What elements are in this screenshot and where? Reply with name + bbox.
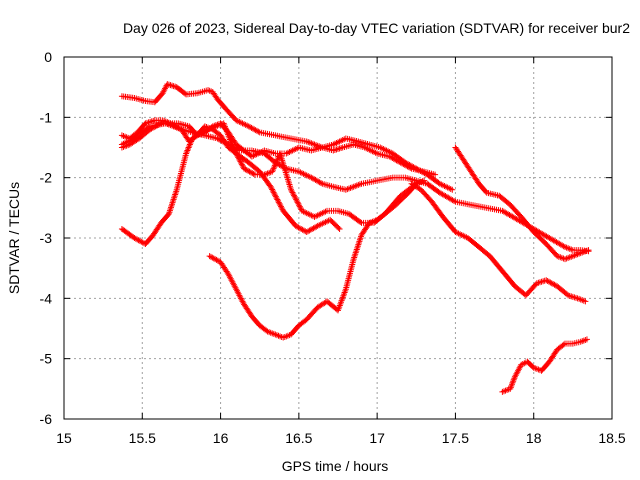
data-point — [270, 189, 277, 196]
data-point — [272, 193, 279, 200]
data-point — [521, 360, 528, 367]
y-tick-label: -6 — [40, 411, 53, 427]
data-point — [156, 121, 163, 128]
data-point — [451, 197, 458, 204]
data-point — [269, 186, 276, 193]
y-tick-label: -4 — [40, 290, 53, 306]
data-point — [169, 82, 176, 89]
x-tick-label: 15.5 — [129, 430, 156, 446]
data-point — [288, 186, 295, 193]
data-point — [560, 243, 567, 250]
data-point — [277, 203, 284, 210]
y-tick-label: -1 — [40, 109, 53, 125]
data-point — [206, 87, 213, 94]
y-axis-label: SDTVAR / TECUs — [6, 182, 22, 294]
data-point — [269, 187, 276, 194]
data-point — [150, 117, 157, 124]
data-point — [338, 145, 345, 152]
data-point — [230, 145, 237, 152]
x-tick-label: 16.5 — [285, 430, 312, 446]
data-point — [230, 144, 237, 151]
data-point — [237, 158, 244, 165]
data-point — [331, 147, 338, 154]
data-point — [317, 179, 324, 186]
data-point — [238, 159, 245, 166]
data-point — [569, 293, 576, 300]
data-point — [291, 193, 298, 200]
data-point — [235, 154, 242, 161]
data-point — [583, 336, 590, 343]
y-tick-label: -5 — [40, 351, 53, 367]
data-point — [255, 128, 262, 135]
data-point — [273, 195, 280, 202]
data-point — [449, 186, 456, 193]
data-point — [333, 146, 340, 153]
data-point — [296, 202, 303, 209]
data-marks — [118, 81, 592, 395]
x-tick-label: 15 — [56, 430, 72, 446]
y-tick-label: -3 — [40, 230, 53, 246]
data-point — [290, 192, 297, 199]
data-point — [289, 189, 296, 196]
data-point — [292, 195, 299, 202]
series-track-e — [118, 120, 420, 248]
x-axis-label: GPS time / hours — [282, 458, 389, 474]
data-point — [296, 203, 303, 210]
axis-ticks: 15 15.5 16 16.5 17 17.5 18 18.5 0 -1 -2 -3 -4 -5 -6 — [40, 49, 626, 446]
data-point — [231, 147, 238, 154]
data-point — [336, 225, 343, 232]
data-point — [297, 205, 304, 212]
data-point — [275, 197, 282, 204]
x-tick-label: 17.5 — [442, 430, 469, 446]
data-point — [432, 171, 439, 178]
data-point — [272, 192, 279, 199]
data-point — [293, 196, 300, 203]
data-point — [234, 152, 241, 159]
data-point — [233, 151, 240, 158]
data-point — [232, 148, 239, 155]
data-point — [239, 162, 246, 169]
series-track-i — [499, 336, 590, 395]
x-tick-label: 17 — [369, 430, 385, 446]
data-point — [335, 146, 341, 153]
grid — [64, 57, 612, 419]
data-point — [538, 278, 545, 285]
data-point — [236, 157, 243, 164]
data-point — [290, 190, 297, 197]
data-point — [276, 200, 283, 207]
series-track-h — [452, 144, 592, 263]
data-point — [181, 90, 188, 97]
data-point — [233, 150, 240, 157]
data-point — [295, 200, 302, 207]
x-tick-label: 16 — [213, 430, 229, 446]
data-point — [268, 185, 275, 192]
data-point — [293, 197, 300, 204]
y-tick-label: -2 — [40, 170, 53, 186]
data-point — [421, 177, 428, 184]
data-point — [275, 199, 282, 206]
data-point — [267, 183, 274, 190]
x-tick-label: 18 — [526, 430, 542, 446]
data-point — [235, 155, 242, 162]
y-tick-label: 0 — [44, 49, 52, 65]
data-point — [582, 298, 589, 305]
data-point — [278, 205, 285, 212]
data-point — [274, 196, 281, 203]
data-point — [250, 170, 257, 177]
data-point — [294, 199, 301, 206]
data-point — [238, 161, 245, 168]
data-point — [288, 188, 295, 195]
data-point — [585, 247, 592, 254]
chart-title: Day 026 of 2023, Sidereal Day-to-day VTE… — [123, 20, 630, 36]
data-point — [271, 190, 278, 197]
x-tick-label: 18.5 — [598, 430, 625, 446]
series-track-f — [206, 177, 428, 341]
data-point — [336, 145, 343, 152]
series-track-g — [408, 180, 589, 305]
data-point — [560, 341, 567, 348]
data-point — [357, 219, 364, 226]
data-point — [335, 224, 342, 231]
data-point — [277, 202, 284, 209]
